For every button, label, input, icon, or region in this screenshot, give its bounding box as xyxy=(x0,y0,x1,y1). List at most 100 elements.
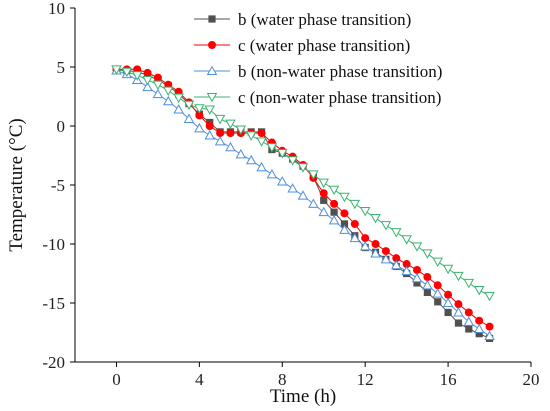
data-point xyxy=(297,163,309,173)
data-point xyxy=(245,154,257,165)
data-point xyxy=(245,131,257,141)
data-point xyxy=(216,129,225,138)
legend-item: c (water phase transition) xyxy=(194,36,410,55)
data-point xyxy=(235,125,247,135)
y-tick-label: 0 xyxy=(57,117,66,136)
data-point xyxy=(183,113,195,123)
data-point xyxy=(256,161,267,172)
data-point xyxy=(214,114,226,125)
y-tick-label: -5 xyxy=(51,176,65,195)
x-tick-label: 20 xyxy=(523,370,540,389)
data-point xyxy=(453,307,464,317)
data-point xyxy=(473,286,485,296)
data-point xyxy=(413,265,421,274)
data-point xyxy=(226,129,235,138)
data-point xyxy=(152,80,164,91)
data-point xyxy=(391,228,402,238)
legend-item: b (water phase transition) xyxy=(194,10,411,29)
data-point xyxy=(163,95,174,106)
y-tick-label: 5 xyxy=(57,58,66,77)
series-1 xyxy=(112,66,494,342)
data-point xyxy=(392,254,401,263)
data-point xyxy=(320,196,328,204)
data-point xyxy=(204,130,215,140)
data-point xyxy=(475,330,483,338)
data-point xyxy=(380,221,392,231)
data-point xyxy=(173,104,184,114)
data-point xyxy=(411,242,423,252)
data-point xyxy=(330,199,339,208)
data-point xyxy=(204,105,215,115)
data-point xyxy=(111,65,122,75)
chart-legend: b (water phase transition) c (water phase… xyxy=(194,10,442,107)
data-point xyxy=(339,224,350,234)
data-point xyxy=(432,288,443,298)
data-point xyxy=(371,240,380,248)
data-point xyxy=(402,260,411,269)
data-point xyxy=(287,156,298,166)
data-point xyxy=(413,279,421,287)
y-axis-title: Temperature (°C) xyxy=(6,118,27,251)
legend-marker xyxy=(206,65,218,76)
data-point xyxy=(463,278,475,289)
data-point xyxy=(266,143,278,153)
data-point xyxy=(349,232,361,243)
series-4 xyxy=(111,65,495,302)
data-point xyxy=(444,290,453,299)
data-point xyxy=(142,75,153,86)
data-point xyxy=(422,279,433,290)
y-tick-label: -20 xyxy=(42,353,65,372)
data-point xyxy=(454,319,463,327)
data-point xyxy=(485,322,494,331)
data-point xyxy=(256,137,267,147)
data-point xyxy=(257,129,266,138)
data-point xyxy=(484,291,495,302)
chart-marks-layer xyxy=(111,65,495,342)
data-point xyxy=(349,199,361,210)
data-point xyxy=(266,168,278,179)
x-tick-label: 4 xyxy=(195,370,204,389)
data-point xyxy=(391,259,402,270)
data-point xyxy=(434,298,442,306)
data-point xyxy=(359,206,371,217)
data-point xyxy=(484,330,495,341)
data-point xyxy=(143,68,152,77)
data-point xyxy=(287,183,298,193)
data-point xyxy=(433,281,442,290)
x-tick-label: 0 xyxy=(112,370,121,389)
data-point xyxy=(423,273,432,282)
legend-label: c (non-water phase transition) xyxy=(238,88,441,107)
data-point xyxy=(370,248,381,258)
series-3 xyxy=(111,65,495,341)
data-point xyxy=(380,253,392,264)
data-point xyxy=(163,86,174,97)
data-point xyxy=(340,209,349,218)
legend-label: b (water phase transition) xyxy=(238,10,411,29)
data-point xyxy=(475,316,484,325)
data-point xyxy=(297,190,309,200)
series-line xyxy=(116,70,490,339)
data-point xyxy=(422,249,433,259)
legend-marker xyxy=(206,92,218,103)
legend-label: b (non-water phase transition) xyxy=(238,62,442,81)
chart-ticks-layer: 0 4 8 12 16 20 10 5 0 -5 -10 -15 -20 xyxy=(42,0,539,389)
data-point xyxy=(142,81,153,92)
x-axis-title: Time (h) xyxy=(270,386,336,407)
legend-marker xyxy=(208,15,216,23)
data-point xyxy=(183,100,195,111)
data-point xyxy=(214,135,226,146)
data-point xyxy=(339,192,350,203)
data-point xyxy=(381,247,390,256)
data-point xyxy=(454,300,463,309)
data-point xyxy=(195,111,204,120)
y-tick-label: -10 xyxy=(42,235,65,254)
data-point xyxy=(330,208,338,216)
data-point xyxy=(194,104,205,114)
data-point xyxy=(152,88,164,99)
data-point xyxy=(464,308,473,317)
data-point xyxy=(442,264,454,275)
data-point xyxy=(121,67,133,78)
data-point xyxy=(225,141,236,152)
data-point xyxy=(411,272,423,283)
